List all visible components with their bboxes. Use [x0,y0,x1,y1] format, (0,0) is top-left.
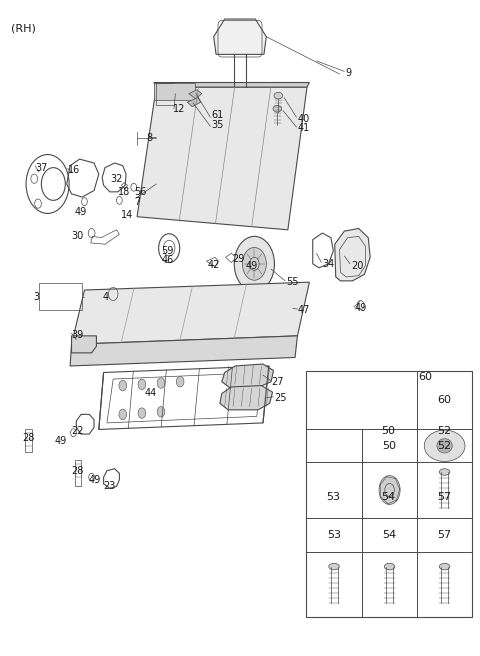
Circle shape [119,380,127,391]
Text: 25: 25 [275,393,287,403]
Text: 14: 14 [121,211,133,220]
Text: 40: 40 [298,113,310,123]
Circle shape [176,377,184,387]
Text: 16: 16 [68,165,80,174]
Circle shape [242,247,266,280]
Circle shape [41,168,65,200]
Text: 34: 34 [323,259,335,269]
Text: 22: 22 [72,426,84,436]
Text: 12: 12 [173,104,185,113]
Ellipse shape [437,439,452,453]
Text: 8: 8 [147,133,153,143]
Ellipse shape [439,469,450,476]
Circle shape [138,379,146,390]
Polygon shape [154,83,310,87]
Text: 41: 41 [298,123,310,133]
Text: 44: 44 [144,388,156,398]
Circle shape [119,409,127,420]
Text: 9: 9 [345,68,351,77]
Text: 49: 49 [54,436,67,445]
Polygon shape [70,336,298,366]
Text: 27: 27 [272,377,284,386]
Bar [306,371,472,617]
Text: 54: 54 [383,530,396,540]
Circle shape [157,378,165,388]
Ellipse shape [424,430,465,462]
Text: 53: 53 [326,492,340,502]
Text: 57: 57 [437,492,451,502]
Polygon shape [72,282,310,344]
Circle shape [157,407,165,417]
Text: 35: 35 [211,120,224,130]
Polygon shape [214,19,266,54]
Text: 52: 52 [437,426,451,436]
Text: 7: 7 [134,197,140,207]
Text: 50: 50 [382,426,396,436]
Bar [154,83,194,100]
Text: 56: 56 [134,187,146,197]
Text: 3: 3 [33,291,39,302]
Polygon shape [189,90,202,99]
Text: 46: 46 [161,255,174,265]
Ellipse shape [274,92,283,99]
Circle shape [379,476,400,504]
Text: 32: 32 [111,174,123,184]
Text: 39: 39 [72,329,84,340]
Text: (RH): (RH) [11,23,36,33]
Text: 29: 29 [232,255,245,264]
Polygon shape [335,228,370,281]
Text: 49: 49 [88,475,100,485]
Text: 54: 54 [381,492,396,502]
Text: 57: 57 [438,530,452,540]
Ellipse shape [329,564,339,570]
Text: 23: 23 [103,482,116,491]
Text: 47: 47 [298,305,310,316]
Text: 52: 52 [438,441,452,451]
Bar [39,283,82,310]
Circle shape [234,236,275,291]
Text: 50: 50 [383,441,396,451]
Text: 42: 42 [207,260,220,270]
Polygon shape [72,336,96,353]
Text: 37: 37 [35,163,48,173]
Polygon shape [222,364,274,388]
Text: 49: 49 [355,303,367,314]
Text: 49: 49 [246,261,258,271]
Text: 49: 49 [75,207,87,217]
Text: 53: 53 [327,530,341,540]
Text: 28: 28 [22,433,34,443]
Text: 18: 18 [118,187,130,197]
Text: 28: 28 [72,466,84,476]
Polygon shape [137,87,307,230]
Ellipse shape [439,564,450,570]
Polygon shape [220,386,273,410]
Text: 60: 60 [419,372,432,382]
Text: 61: 61 [211,110,224,120]
Text: 30: 30 [72,232,84,241]
Text: 4: 4 [102,291,108,302]
Text: 55: 55 [286,277,299,287]
Text: 60: 60 [438,395,452,405]
Ellipse shape [384,564,395,570]
Ellipse shape [273,106,282,112]
Text: 20: 20 [351,261,363,271]
Polygon shape [187,98,201,107]
Circle shape [138,408,146,419]
Text: 59: 59 [161,246,174,256]
